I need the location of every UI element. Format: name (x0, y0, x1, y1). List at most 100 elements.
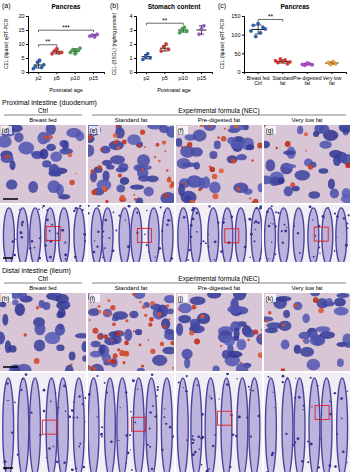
cell-nucleus (61, 229, 64, 232)
cell-nucleus (158, 247, 161, 250)
villus (282, 378, 293, 472)
cell-nucleus (270, 222, 271, 223)
lipid-droplet (142, 305, 146, 309)
lipid-droplet (105, 200, 108, 203)
villus (222, 208, 233, 262)
villus (88, 378, 99, 472)
lipid-droplet (107, 299, 110, 302)
villus (235, 208, 246, 262)
y-axis-line (242, 17, 245, 73)
chart-title: Pancreas (52, 3, 81, 10)
cell-nucleus (73, 210, 75, 212)
nucleus (227, 305, 242, 313)
nucleus (88, 125, 101, 136)
nucleus (164, 295, 174, 303)
lipid-droplet (308, 164, 313, 169)
lipid-droplet (162, 140, 166, 144)
nucleus (133, 164, 143, 171)
cell-nucleus (49, 230, 51, 232)
nucleus (96, 179, 111, 191)
cell-nucleus (96, 375, 98, 377)
villus (208, 208, 219, 262)
nucleus (246, 144, 254, 150)
nucleus (88, 135, 95, 143)
column-label: Pre-digested fat (198, 285, 241, 291)
nucleus (110, 358, 118, 367)
villus (321, 378, 332, 472)
lipid-droplet (88, 135, 92, 140)
lipid-droplet (251, 159, 254, 162)
significance-label: ** (45, 38, 51, 45)
y-axis-line (26, 17, 29, 73)
column-label: Pre-digested fat (198, 117, 241, 123)
cell-nucleus (309, 205, 312, 208)
lipid-droplet (141, 365, 144, 368)
panel-label: (a) (2, 2, 11, 10)
cell-nucleus (202, 240, 204, 242)
nucleus (194, 162, 200, 170)
group-rule (4, 115, 82, 116)
lipid-droplet (114, 141, 117, 144)
lipid-droplet (282, 323, 286, 327)
cell-nucleus (183, 216, 186, 219)
y-axis-title: CEL (BSDL) (ng/mg protein) (111, 12, 117, 75)
nucleus (344, 342, 350, 348)
cell-nucleus (130, 411, 132, 413)
micrograph-low (176, 205, 262, 262)
cell-nucleus (282, 381, 284, 383)
cell-nucleus (6, 382, 8, 384)
villus (308, 208, 319, 262)
cell-nucleus (343, 217, 345, 219)
x-tick: p2 (143, 72, 149, 81)
cell-nucleus (149, 446, 151, 448)
group-rule (92, 115, 346, 116)
cell-nucleus (94, 240, 95, 241)
cell-nucleus (71, 409, 74, 412)
nucleus (2, 155, 13, 160)
nucleus (56, 344, 64, 351)
lipid-droplet (155, 143, 159, 147)
cell-nucleus (129, 434, 131, 436)
cell-nucleus (20, 389, 22, 391)
cell-nucleus (209, 395, 210, 396)
nucleus (190, 296, 206, 304)
y-tick: 5 (21, 55, 28, 61)
data-point (42, 63, 45, 66)
villus (162, 208, 173, 262)
data-point (93, 35, 96, 38)
lipid-droplet (113, 133, 118, 138)
nucleus (1, 154, 14, 163)
lipid-droplet (163, 193, 167, 197)
data-point (95, 33, 98, 36)
cell-nucleus (252, 390, 254, 392)
cell-nucleus (249, 389, 250, 390)
micrograph-background (0, 125, 86, 203)
lipid-droplet (285, 141, 291, 147)
villus (73, 378, 84, 472)
cell-nucleus (293, 444, 295, 446)
nucleus (213, 366, 220, 371)
y-tick-label: 50 (234, 51, 240, 57)
lipid-droplet (173, 341, 174, 343)
cell-nucleus (84, 240, 86, 242)
cell-nucleus (259, 258, 261, 260)
lipid-droplet (192, 305, 197, 310)
cell-nucleus (272, 392, 273, 393)
cell-nucleus (293, 225, 295, 227)
cell-nucleus (307, 461, 309, 463)
nucleus (180, 146, 195, 158)
data-point (264, 27, 267, 30)
x-tick: Breast fedCtrl (247, 72, 270, 86)
cell-nucleus (125, 434, 128, 437)
data-point (73, 52, 76, 55)
cell-nucleus (19, 209, 21, 211)
y-tick-label: 3 (129, 27, 132, 33)
nucleus (135, 329, 142, 335)
panel-label: (j) (178, 295, 184, 303)
nucleus (11, 365, 21, 371)
x-tick-label: p2 (35, 75, 41, 81)
scale-bar (3, 198, 18, 200)
cell-nucleus (104, 219, 107, 222)
lipid-droplet (98, 310, 102, 314)
nucleus (269, 177, 279, 186)
